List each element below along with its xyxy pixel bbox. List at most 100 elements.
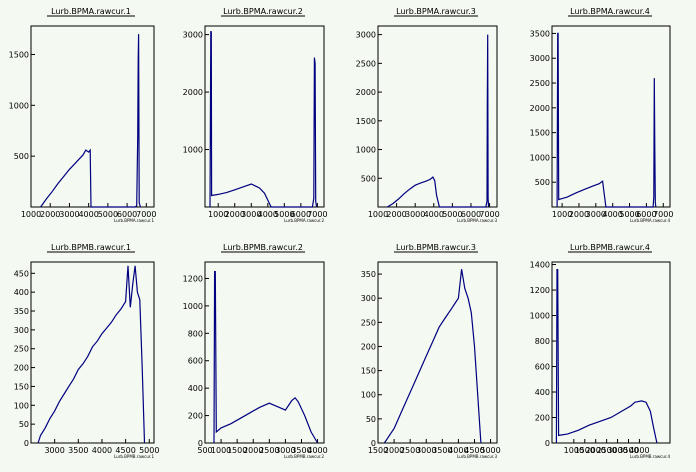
x-axis-label: Lurb.BPMB.rawcur.1 — [114, 454, 154, 459]
y-tick-label: 250 — [14, 345, 29, 354]
x-tick-label: 3500 — [68, 446, 88, 455]
y-tick-label: 800 — [535, 337, 550, 346]
x-tick-label: 2500 — [596, 446, 616, 455]
x-tick-label: 5000 — [274, 210, 294, 219]
x-tick-label: 3000 — [241, 210, 261, 219]
x-tick-label: 3000 — [44, 446, 64, 455]
y-tick-label: 350 — [361, 270, 376, 279]
x-tick-label: 4500 — [115, 446, 135, 455]
plot-frame — [551, 261, 671, 444]
y-tick-label: 0 — [198, 439, 203, 448]
chart-title: Lurb.BPMA.rawcur.4 — [570, 7, 650, 16]
x-tick-label: 7000 — [136, 210, 156, 219]
histogram-panel: Lurb.BPMB.rawcur.3 0 50 100 150 200 250 300 350 1… — [361, 243, 501, 459]
y-tick-label: 200 — [361, 342, 376, 351]
y-tick-label: 0 — [24, 439, 29, 448]
x-tick-label: 6000 — [117, 210, 137, 219]
x-tick-label: 6000 — [461, 210, 481, 219]
x-tick-label: 1500 — [575, 446, 595, 455]
chart-title: Lurb.BPMB.rawcur.4 — [570, 243, 650, 252]
x-tick-label: 2000 — [384, 446, 404, 455]
histogram-panel: Lurb.BPMB.rawcur.1 0 50 100 150 200 250 300 350 4… — [14, 243, 160, 459]
y-tick-label: 800 — [188, 329, 203, 338]
y-tick-label: 1000 — [183, 302, 203, 311]
x-tick-label: 5000 — [139, 446, 159, 455]
y-tick-label: 1000 — [530, 312, 550, 321]
y-tick-label: 3000 — [356, 31, 376, 40]
x-tick-label: 3000 — [275, 446, 295, 455]
y-tick-label: 400 — [14, 288, 29, 297]
y-tick-label: 2000 — [183, 88, 203, 97]
chart-title: Lurb.BPMB.rawcur.2 — [223, 243, 303, 252]
chart-title: Lurb.BPMB.rawcur.3 — [396, 243, 476, 252]
x-tick-label: 4000 — [78, 210, 98, 219]
y-tick-label: 100 — [14, 401, 29, 410]
y-tick-label: 300 — [361, 294, 376, 303]
x-tick-label: 1000 — [211, 446, 231, 455]
plot-frame — [377, 261, 498, 444]
x-tick-label: 1000 — [21, 210, 41, 219]
plot-frame — [377, 25, 498, 208]
y-tick-label: 400 — [188, 384, 203, 393]
x-tick-label: 2000 — [386, 210, 406, 219]
series-line — [556, 32, 657, 208]
chart-title: Lurb.BPMA.rawcur.1 — [51, 7, 131, 16]
y-tick-label: 3000 — [530, 54, 550, 63]
series-line — [37, 265, 146, 444]
y-tick-label: 400 — [535, 388, 550, 397]
y-tick-label: 150 — [361, 367, 376, 376]
histogram-panel: Lurb.BPMA.rawcur.4 500 1000 1500 2000 2500 300… — [530, 7, 674, 223]
x-tick-label: 3500 — [291, 446, 311, 455]
x-tick-label: 1500 — [368, 446, 388, 455]
x-tick-label: 4000 — [448, 446, 468, 455]
x-axis-label: Lurb.BPMB.rawcur.4 — [630, 454, 670, 459]
x-tick-label: 5000 — [619, 210, 639, 219]
x-tick-label: 1000 — [564, 446, 584, 455]
x-tick-label: 7000 — [479, 210, 499, 219]
y-tick-label: 500 — [535, 178, 550, 187]
x-tick-label: 2500 — [400, 446, 420, 455]
y-tick-label: 250 — [361, 318, 376, 327]
y-tick-label: 1200 — [183, 274, 203, 283]
x-tick-label: 2500 — [259, 446, 279, 455]
plot-frame — [204, 25, 325, 208]
x-tick-label: 4000 — [307, 446, 327, 455]
series-line — [555, 269, 658, 444]
x-tick-label: 500 — [197, 446, 212, 455]
x-axis-label: Lurb.BPMB.rawcur.2 — [284, 454, 324, 459]
y-tick-label: 1000 — [183, 146, 203, 155]
x-tick-label: 1500 — [227, 446, 247, 455]
x-tick-label: 2000 — [225, 210, 245, 219]
histogram-panel: Lurb.BPMB.rawcur.4 0 200 400 600 800 1000 1200 1… — [530, 243, 671, 459]
y-tick-label: 3500 — [530, 29, 550, 38]
x-tick-label: 3500 — [432, 446, 452, 455]
chart-title: Lurb.BPMA.rawcur.3 — [396, 7, 476, 16]
y-tick-label: 1000 — [9, 101, 29, 110]
y-tick-label: 1500 — [530, 129, 550, 138]
x-tick-label: 7000 — [307, 210, 327, 219]
x-tick-label: 5000 — [442, 210, 462, 219]
x-tick-label: 2000 — [243, 446, 263, 455]
x-axis-label: Lurb.BPMB.rawcur.3 — [457, 454, 497, 459]
x-tick-label: 6000 — [291, 210, 311, 219]
y-tick-label: 350 — [14, 307, 29, 316]
y-tick-label: 2000 — [530, 104, 550, 113]
x-tick-label: 4000 — [258, 210, 278, 219]
y-tick-label: 500 — [14, 152, 29, 161]
x-axis-label: Lurb.BPMA.rawcur.4 — [630, 218, 670, 223]
x-tick-label: 1000 — [208, 210, 228, 219]
y-tick-label: 0 — [545, 439, 550, 448]
y-tick-label: 2000 — [356, 88, 376, 97]
histogram-panel: Lurb.BPMA.rawcur.21000200030001000200030… — [183, 7, 328, 223]
x-tick-label: 3000 — [405, 210, 425, 219]
x-tick-label: 4500 — [464, 446, 484, 455]
y-tick-label: 3000 — [183, 31, 203, 40]
x-tick-label: 4000 — [603, 210, 623, 219]
y-tick-label: 2500 — [356, 59, 376, 68]
series-line — [40, 34, 142, 208]
x-tick-label: 1000 — [552, 210, 572, 219]
histogram-panel: Lurb.BPMA.rawcur.3 500 1000 1500 2000 2500 300… — [356, 7, 500, 223]
histogram-panel: Lurb.BPMA.rawcur.15001000150010002000300… — [9, 7, 157, 223]
x-tick-label: 4000 — [629, 446, 649, 455]
